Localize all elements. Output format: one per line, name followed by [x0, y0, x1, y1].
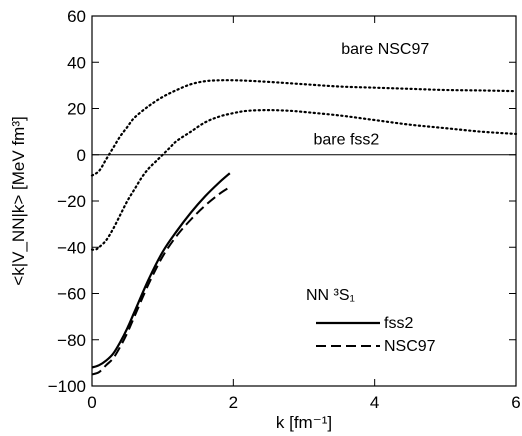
- x-tick-label: 2: [229, 393, 238, 412]
- legend: NN ³S₁ fss2 NSC97: [306, 287, 436, 355]
- y-tick-label: 20: [67, 100, 86, 119]
- legend-title: NN ³S₁: [306, 287, 355, 304]
- series-line-bare-nsc97: [90, 79, 518, 177]
- series-line-fss2: [91, 172, 231, 369]
- y-tick-label: −80: [57, 331, 86, 350]
- axis-ticks: [91, 15, 517, 387]
- x-tick-label: 0: [87, 393, 96, 412]
- y-tick-label: −40: [57, 238, 86, 257]
- x-tick-label: 4: [370, 393, 379, 412]
- y-tick-label: 0: [77, 146, 86, 165]
- annotation-bare-nsc97: bare NSC97: [341, 41, 429, 58]
- legend-label-nsc97: NSC97: [384, 338, 436, 355]
- series-line-nsc97: [91, 186, 231, 376]
- x-axis-label: k [fm⁻¹]: [276, 413, 332, 432]
- x-tick-label: 6: [511, 393, 520, 412]
- series-line-bare-fss2: [90, 109, 518, 251]
- y-axis-label: <k|V_NN|k> [MeV fm³]: [9, 116, 28, 285]
- y-tick-label: −20: [57, 192, 86, 211]
- y-tick-label: −60: [57, 285, 86, 304]
- annotation-bare-fss2: bare fss2: [313, 131, 379, 148]
- y-tick-label: −100: [48, 377, 86, 396]
- y-tick-label: 40: [67, 53, 86, 72]
- y-tick-label: 60: [67, 7, 86, 26]
- plot-frame: [91, 15, 517, 387]
- series-layer: [90, 79, 518, 376]
- tick-labels: 0 2 4 6 −100 −80 −60 −40 −20 0 20 40 60: [48, 7, 521, 412]
- legend-label-fss2: fss2: [384, 315, 413, 332]
